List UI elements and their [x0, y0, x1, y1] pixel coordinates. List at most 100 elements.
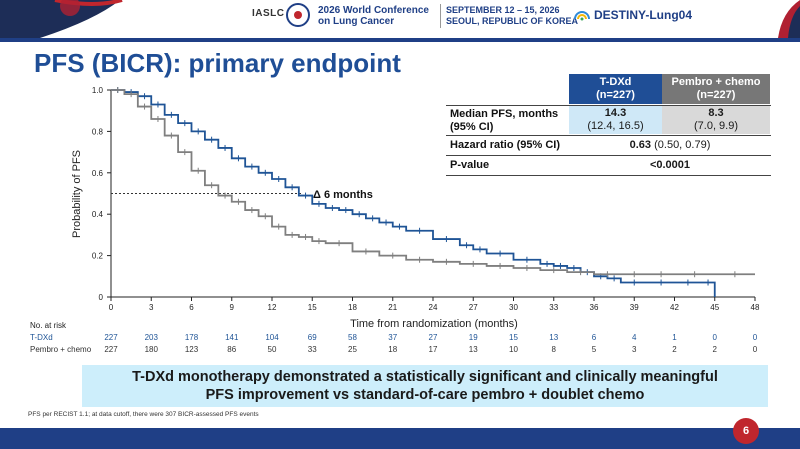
- at-risk-value: 17: [429, 345, 438, 354]
- hr-ci: (0.50, 0.79): [654, 139, 711, 151]
- at-risk-value: 2: [672, 345, 677, 354]
- median-tdxd-cell: 14.3 (12.4, 16.5): [569, 106, 662, 134]
- at-risk-value: 50: [268, 345, 277, 354]
- x-tick-label: 3: [149, 303, 154, 312]
- at-risk-value: 19: [469, 333, 478, 342]
- iaslc-logo-text: IASLC: [252, 8, 285, 19]
- table-row-median: Median PFS, months (95% CI) 14.3 (12.4, …: [446, 106, 771, 134]
- corner-graphic-left: [0, 0, 130, 38]
- at-risk-value: 10: [509, 345, 518, 354]
- conference-line-1: 2026 World Conference: [318, 5, 429, 16]
- footnote: PFS per RECIST 1.1; at data cutoff, ther…: [28, 411, 259, 418]
- conference-line-2: on Lung Cancer: [318, 16, 395, 27]
- at-risk-value: 178: [185, 333, 199, 342]
- at-risk-value: 0: [753, 333, 758, 342]
- x-tick-label: 9: [230, 303, 235, 312]
- at-risk-value: 25: [348, 345, 357, 354]
- median-pembro: 8.3: [708, 107, 724, 119]
- at-risk-value: 123: [185, 345, 199, 354]
- median-pembro-cell: 8.3 (7.0, 9.9): [662, 106, 770, 134]
- at-risk-value: 227: [104, 333, 118, 342]
- destiny-logo-icon: [574, 11, 590, 21]
- x-tick-label: 39: [630, 303, 639, 312]
- x-tick-label: 30: [509, 303, 518, 312]
- at-risk-value: 4: [632, 333, 637, 342]
- at-risk-value: 104: [265, 333, 279, 342]
- at-risk-value: 37: [388, 333, 397, 342]
- p-value: <0.0001: [649, 159, 691, 171]
- median-label-line-2: (95% CI): [450, 121, 494, 133]
- at-risk-value: 141: [225, 333, 239, 342]
- table-rule: [446, 155, 771, 156]
- at-risk-value: 2: [713, 345, 718, 354]
- x-tick-label: 24: [429, 303, 438, 312]
- table-rule: [446, 175, 771, 176]
- header-tdxd-name: T-DXd: [599, 76, 632, 88]
- table-row-hr: Hazard ratio (95% CI) 0.63 (0.50, 0.79): [446, 137, 771, 155]
- y-tick-label: 0.8: [92, 127, 104, 136]
- decorative-corner-left: [0, 0, 130, 38]
- conference-dates: SEPTEMBER 12 – 15, 2026 SEOUL, REPUBLIC …: [446, 5, 578, 27]
- header-tdxd-n: (n=227): [596, 89, 635, 101]
- at-risk-value: 0: [713, 333, 718, 342]
- decorative-corner-right: [760, 0, 800, 38]
- x-tick-label: 48: [751, 303, 760, 312]
- corner-graphic-right: [778, 0, 800, 38]
- km-curve-pembro: [111, 89, 755, 276]
- x-tick-label: 42: [670, 303, 679, 312]
- table-row-p: P-value <0.0001: [446, 157, 771, 175]
- chart-axes: 00.20.40.60.81.00 3 6 9 12 15 18 21 24 27 30 33 36 39…: [92, 86, 760, 312]
- y-tick-label: 0.4: [92, 210, 104, 219]
- x-tick-label: 33: [549, 303, 558, 312]
- header-pembro-name: Pembro + chemo: [671, 76, 761, 88]
- x-tick-label: 21: [388, 303, 397, 312]
- y-axis-label: Probability of PFS: [71, 150, 83, 238]
- at-risk-value: 33: [308, 345, 317, 354]
- x-tick-label: 36: [590, 303, 599, 312]
- x-tick-label: 0: [109, 303, 114, 312]
- at-risk-row-label: Pembro + chemo: [30, 345, 92, 354]
- y-tick-label: 0: [99, 293, 104, 302]
- conference-seal-icon: [286, 3, 310, 27]
- at-risk-value: 5: [592, 345, 597, 354]
- p-label: P-value: [450, 159, 490, 171]
- x-tick-label: 27: [469, 303, 478, 312]
- median-tdxd: 14.3: [604, 107, 627, 119]
- at-risk-value: 15: [509, 333, 518, 342]
- x-tick-label: 6: [189, 303, 194, 312]
- x-tick-label: 18: [348, 303, 357, 312]
- median-label: Median PFS, months (95% CI): [450, 108, 558, 134]
- hr-cell: 0.63 (0.50, 0.79): [569, 139, 771, 152]
- at-risk-value: 3: [632, 345, 637, 354]
- at-risk-value: 227: [104, 345, 118, 354]
- ci-pembro: (7.0, 9.9): [693, 120, 739, 132]
- at-risk-value: 13: [469, 345, 478, 354]
- y-tick-label: 0.6: [92, 169, 104, 178]
- at-risk-value: 13: [549, 333, 558, 342]
- km-chart: 00.20.40.60.81.00 3 6 9 12 15 18 21 24 27 30 33 36 39…: [30, 86, 760, 354]
- at-risk-row-label: T-DXd: [30, 333, 53, 342]
- conclusion-line-2: PFS improvement vs standard-of-care pemb…: [205, 387, 645, 403]
- at-risk-value: 0: [753, 345, 758, 354]
- median-label-line-1: Median PFS, months: [450, 108, 559, 120]
- at-risk-value: 18: [388, 345, 397, 354]
- x-tick-label: 15: [308, 303, 317, 312]
- header-bar: IASLC 2026 World Conference on Lung Canc…: [0, 0, 800, 38]
- conclusion-box: T-DXd monotherapy demonstrated a statist…: [82, 365, 768, 407]
- conclusion-line-1: T-DXd monotherapy demonstrated a statist…: [132, 369, 718, 385]
- at-risk-value: 58: [348, 333, 357, 342]
- at-risk-title: No. at risk: [30, 321, 67, 330]
- header-divider: [440, 4, 441, 28]
- at-risk-value: 180: [145, 345, 159, 354]
- dates-line-2: SEOUL, REPUBLIC OF KOREA: [446, 16, 579, 26]
- at-risk-value: 27: [429, 333, 438, 342]
- delta-annotation: Δ 6 months: [313, 189, 373, 201]
- at-risk-value: 69: [308, 333, 317, 342]
- page-number-badge: 6: [733, 418, 759, 444]
- at-risk-value: 6: [592, 333, 597, 342]
- at-risk-value: 86: [227, 345, 236, 354]
- conference-name: 2026 World Conference on Lung Cancer: [318, 5, 429, 27]
- table-header-pembro: Pembro + chemo (n=227): [662, 74, 770, 104]
- table-rule: [446, 135, 771, 136]
